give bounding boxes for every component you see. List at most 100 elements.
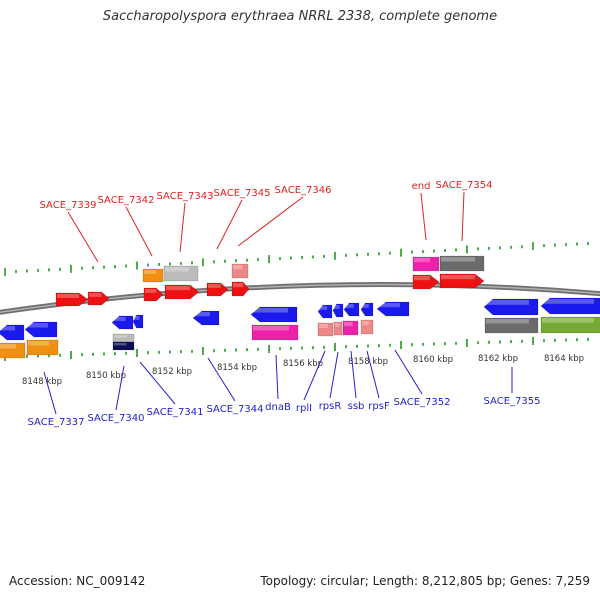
gene-forward-shine: [166, 286, 190, 291]
gene-reverse-shine: [362, 304, 369, 308]
gene-rna-shine: [253, 326, 289, 331]
gene-rna: [342, 320, 359, 336]
gene-forward-shine: [208, 284, 221, 288]
scale-label: 8150 kbp: [86, 371, 126, 381]
bottom-gene-label: SACE_7337: [28, 417, 85, 428]
gene-reverse-shine: [485, 300, 529, 305]
top-leader-line: [125, 206, 153, 257]
gene-forward: [231, 281, 250, 297]
gene-rna-shine: [233, 265, 243, 270]
gene-reverse: [483, 298, 539, 316]
gene-rna: [439, 255, 485, 272]
bottom-leader-line: [303, 350, 326, 401]
bottom-leader-line: [275, 354, 279, 400]
gene-rna-shine: [28, 341, 49, 346]
gene-rna-shine: [335, 323, 340, 327]
gene-rna: [163, 265, 199, 282]
top-leader-line: [216, 199, 243, 250]
gene-rna: [231, 263, 249, 279]
gene-reverse: [317, 304, 333, 319]
bottom-gene-label: SACE_7341: [147, 407, 204, 418]
gene-rna: [317, 322, 334, 337]
top-leader-line: [237, 196, 304, 247]
scale-label: 8164 kbp: [544, 354, 584, 364]
gene-rna: [484, 317, 539, 334]
gene-rna-shine: [144, 270, 156, 274]
bottom-leader-line: [366, 350, 380, 399]
gene-rna-shine: [542, 318, 594, 323]
gene-rna-shine: [344, 322, 353, 327]
gene-reverse: [376, 301, 410, 317]
gene-reverse: [250, 306, 298, 323]
gene-reverse-shine: [542, 299, 594, 304]
gene-reverse-shine: [345, 304, 354, 308]
bottom-leader-line: [43, 371, 57, 415]
gene-reverse-shine: [378, 303, 400, 308]
gene-forward-shine: [57, 294, 79, 298]
top-gene-label: SACE_7342: [98, 195, 155, 206]
scale-label: 8154 kbp: [217, 363, 257, 373]
bottom-gene-label: rpsF: [368, 401, 390, 412]
scale-label: 8152 kbp: [152, 367, 192, 377]
gene-reverse-shine: [0, 326, 15, 331]
top-leader-line: [67, 211, 99, 263]
gene-forward: [55, 292, 89, 307]
gene-forward-shine: [414, 276, 430, 281]
gene-rna-shine: [414, 258, 430, 263]
scale-label: 8158 kbp: [348, 357, 388, 367]
gene-rna-shine: [165, 267, 189, 272]
gene-reverse-shine: [134, 316, 140, 320]
gene-rna: [360, 319, 374, 335]
gene-reverse: [332, 303, 344, 318]
gene-forward: [87, 291, 110, 306]
gene-rna: [26, 339, 59, 356]
gene-rna: [251, 324, 299, 341]
scale-label: 8162 kbp: [478, 354, 518, 364]
scale-label: 8156 kbp: [283, 359, 323, 369]
bottom-leader-line: [139, 361, 176, 405]
gene-rna-shine: [0, 344, 16, 349]
bottom-leader-line: [115, 365, 125, 411]
gene-reverse: [24, 321, 58, 338]
gene-rna: [0, 342, 26, 359]
gene-forward-shine: [441, 275, 475, 280]
gene-forward: [412, 274, 440, 290]
gene-forward: [143, 287, 164, 302]
bottom-gene-label: SACE_7355: [484, 396, 541, 407]
gene-rna-shine: [114, 343, 127, 346]
gene-rna-shine: [319, 324, 328, 328]
gene-rna-shine: [486, 319, 529, 324]
gene-forward-shine: [233, 283, 244, 288]
top-leader-line: [179, 202, 186, 253]
gene-reverse: [360, 302, 374, 317]
gene-reverse-shine: [334, 305, 340, 309]
gene-rna: [333, 321, 343, 336]
top-leader-line: [420, 192, 427, 241]
top-gene-label: SACE_7346: [275, 185, 332, 196]
bottom-gene-label: SACE_7340: [88, 413, 145, 424]
gene-reverse: [540, 297, 600, 315]
gene-reverse: [111, 315, 134, 330]
gene-reverse-shine: [252, 308, 288, 313]
bottom-gene-label: SACE_7352: [394, 397, 451, 408]
gene-reverse: [192, 310, 220, 326]
top-gene-label: SACE_7354: [436, 180, 493, 191]
gene-forward: [164, 284, 200, 300]
bottom-leader-line: [207, 357, 236, 402]
page-title: Saccharopolyspora erythraea NRRL 2338, c…: [102, 9, 498, 24]
gene-rna: [112, 341, 135, 351]
gene-forward: [439, 273, 485, 289]
top-leader-line: [461, 191, 465, 242]
scale-label: 8148 kbp: [22, 377, 62, 387]
top-gene-label: end: [412, 181, 431, 192]
top-gene-label: SACE_7339: [40, 200, 97, 211]
bottom-leader-line: [329, 351, 339, 399]
bottom-gene-label: SACE_7344: [207, 404, 264, 415]
top-gene-label: SACE_7343: [157, 191, 214, 202]
gene-reverse-shine: [319, 306, 328, 310]
gene-rna: [412, 256, 440, 272]
gene-reverse: [132, 314, 144, 329]
gene-rna: [540, 316, 600, 334]
